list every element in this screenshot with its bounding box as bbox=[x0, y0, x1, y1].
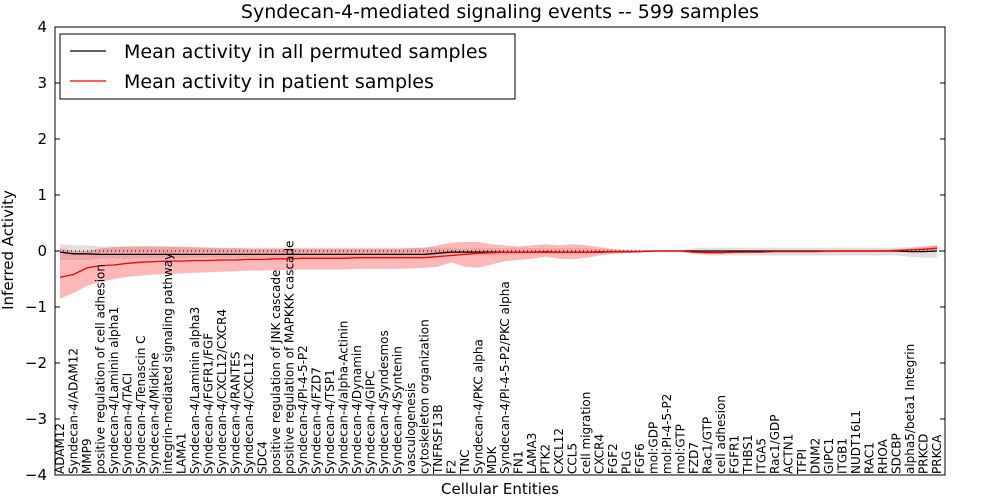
x-tick-label: Syndecan-4/FGFR1/FGF bbox=[201, 333, 215, 474]
x-tick-label: PTK2 bbox=[539, 444, 553, 474]
x-tick-label: mol:GTP bbox=[674, 424, 688, 474]
plot-frame bbox=[54, 26, 946, 476]
x-tick-label: mol:GDP bbox=[647, 422, 661, 474]
x-tick-label: positive regulation of MAPKKK cascade bbox=[282, 241, 296, 474]
y-tick-label: −3 bbox=[25, 410, 47, 428]
x-tick-label: DNM2 bbox=[809, 438, 823, 474]
x-tick-label: Syndecan-4/GIPC bbox=[363, 371, 377, 474]
y-tick-label: 4 bbox=[37, 18, 47, 36]
x-tick-label: NUDT16L1 bbox=[849, 410, 863, 474]
x-tick-label: FN1 bbox=[512, 450, 526, 474]
x-tick-label: ITGB1 bbox=[836, 438, 850, 474]
x-tick-label: CXCL12 bbox=[552, 428, 566, 474]
y-tick-label: −2 bbox=[25, 354, 47, 372]
legend-box bbox=[59, 33, 516, 100]
series-layer bbox=[59, 247, 938, 278]
patient-mean-line bbox=[59, 247, 938, 278]
x-tick-label: PLG bbox=[620, 451, 634, 474]
x-tick-label: SDC4 bbox=[255, 441, 269, 474]
x-tick-label: FGF6 bbox=[633, 443, 647, 474]
x-tick-label: RHOA bbox=[876, 438, 890, 474]
x-tick-label: ACTN1 bbox=[782, 434, 796, 474]
x-tick-label: TNFRSF13B bbox=[431, 404, 445, 475]
x-tick-label: Syndecan-4/Dynamin bbox=[350, 345, 364, 474]
x-tick-label: cell adhesion bbox=[714, 395, 728, 474]
x-tick-label: Syndecan-4/PI-4-5-P2/PKC alpha bbox=[498, 281, 512, 474]
x-tick-label: Syndecan-4/Syndesmos bbox=[377, 330, 391, 474]
x-tick-label: ADAM12 bbox=[53, 423, 67, 474]
y-tick-label: 1 bbox=[37, 186, 47, 204]
x-tick-label: THBS1 bbox=[741, 434, 755, 475]
y-tick-label: 2 bbox=[37, 130, 47, 148]
x-axis: ADAM12 Syndecan-4/ADAM12 MMP9 positive regu… bbox=[53, 241, 944, 475]
x-tick-label: Syndecan-4/TSP1 bbox=[323, 369, 337, 474]
y-tick-label: −1 bbox=[25, 298, 47, 316]
x-tick-label: Syndecan-4/CXCL12/CXCR4 bbox=[215, 309, 229, 474]
x-tick-label: Syndecan-4/Laminin alpha3 bbox=[188, 307, 202, 474]
x-tick-label: FZD7 bbox=[687, 442, 701, 474]
x-axis-label: Cellular Entities bbox=[441, 480, 559, 498]
x-tick-label: Syndecan-4/CXCL12 bbox=[242, 353, 256, 474]
y-axis: −4 −3 −2 −1 0 1 2 3 4 bbox=[25, 18, 945, 484]
x-tick-label: CXCR4 bbox=[593, 434, 607, 474]
y-tick-label: 0 bbox=[37, 242, 47, 260]
x-tick-label: positive regulation of JNK cascade bbox=[269, 270, 283, 474]
y-tick-label: 3 bbox=[37, 74, 47, 92]
x-tick-label: MMP9 bbox=[80, 438, 94, 474]
x-tick-label: Syndecan-4/PI-4-5-P2 bbox=[296, 345, 310, 474]
x-tick-label: Syndecan-4/Tenascin C bbox=[134, 335, 148, 474]
patient-band bbox=[60, 242, 937, 299]
x-tick-label: LAMA3 bbox=[525, 433, 539, 474]
x-tick-label: F2 bbox=[444, 459, 458, 474]
chart-title: Syndecan-4-mediated signaling events -- … bbox=[241, 1, 759, 23]
x-tick-label: positive regulation of cell adhesion bbox=[94, 264, 108, 474]
x-tick-label: Syndecan-4/FZD7 bbox=[309, 367, 323, 474]
legend: Mean activity in all permuted samples Me… bbox=[59, 33, 516, 100]
x-tick-label: CCL5 bbox=[566, 443, 580, 474]
x-tick-label: cytoskeleton organization bbox=[417, 319, 431, 474]
legend-label-permuted: Mean activity in all permuted samples bbox=[124, 41, 487, 63]
x-tick-label: cell migration bbox=[579, 392, 593, 474]
x-tick-label: TNC bbox=[458, 449, 472, 475]
x-tick-label: Rac1/GDP bbox=[768, 415, 782, 474]
x-tick-label: Syndecan-4/alpha-Actinin bbox=[336, 321, 350, 474]
x-tick-label: LAMA1 bbox=[174, 433, 188, 474]
x-tick-label: Syndecan-4/ADAM12 bbox=[67, 348, 81, 474]
x-tick-label: integrin-mediated signaling pathway bbox=[161, 253, 175, 474]
x-tick-label: Syndecan-4/RANTES bbox=[228, 352, 242, 474]
y-tick-label: −4 bbox=[25, 466, 47, 484]
x-tick-label: FGF2 bbox=[606, 443, 620, 474]
y-axis-label: Inferred Activity bbox=[0, 190, 17, 310]
x-tick-label: PRKCD bbox=[917, 434, 931, 474]
x-tick-label: ITGA5 bbox=[755, 438, 769, 474]
x-tick-label: RAC1 bbox=[863, 442, 877, 474]
x-tick-label: Syndecan-4/Laminin alpha1 bbox=[107, 307, 121, 474]
x-tick-label: TFPI bbox=[795, 449, 809, 475]
x-tick-label: SDCBP bbox=[890, 433, 904, 474]
x-tick-label: MDK bbox=[485, 445, 499, 474]
x-tick-label: alpha5/beta1 Integrin bbox=[903, 344, 917, 474]
x-tick-label: Syndecan-4/Syntenin bbox=[390, 346, 404, 474]
x-tick-label: mol:PI-4-5-P2 bbox=[660, 394, 674, 474]
x-tick-label: Rac1/GTP bbox=[701, 417, 715, 474]
x-tick-label: vasculogenesis bbox=[404, 383, 418, 474]
x-tick-label: Syndecan-4/PKC alpha bbox=[471, 339, 485, 474]
x-tick-label: Syndecan-4/Midkine bbox=[147, 353, 161, 474]
x-tick-label: GIPC1 bbox=[822, 438, 836, 474]
x-tick-label: PRKCA bbox=[930, 434, 944, 474]
x-tick-label: Syndecan-4/TACI bbox=[121, 373, 135, 474]
x-tick-label: FGFR1 bbox=[728, 435, 742, 474]
legend-label-patient: Mean activity in patient samples bbox=[124, 71, 434, 93]
